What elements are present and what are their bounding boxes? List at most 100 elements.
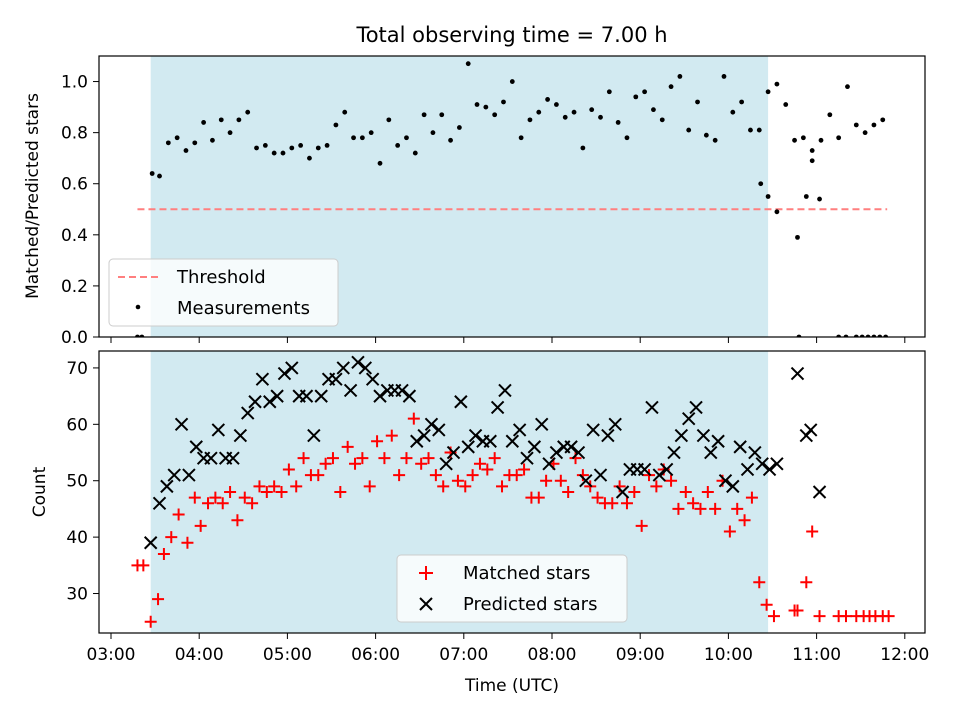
measurement-point (792, 137, 797, 143)
matched-star-point (393, 469, 406, 482)
measurement-point (333, 122, 339, 128)
measurement-point (149, 171, 155, 176)
matched-star-point (591, 491, 604, 504)
measurement-point (359, 135, 365, 141)
matched-star-point (800, 576, 813, 589)
matched-star-point (840, 610, 852, 623)
measurement-point (501, 99, 506, 105)
measurement-point (474, 102, 480, 107)
measurement-point (598, 114, 603, 120)
predicted-star-point (726, 479, 740, 494)
matched-star-point (723, 525, 736, 538)
matched-star-point (753, 576, 766, 589)
legend-predicted-label: Predicted stars (463, 594, 597, 615)
matched-star-point (415, 457, 428, 470)
measurement-point (483, 104, 489, 110)
matched-star-point (334, 486, 347, 498)
measurement-point (368, 130, 374, 136)
measurement-point (800, 135, 806, 141)
y-tick-label: 0.6 (61, 175, 88, 195)
legend-measurements-swatch (135, 304, 141, 310)
measurement-point (536, 109, 542, 115)
measurement-point (589, 107, 595, 113)
matched-star-point (679, 486, 692, 498)
top-y-axis-label: Matched/Predicted stars (23, 93, 43, 299)
measurement-point (695, 99, 700, 105)
measurement-point (862, 130, 868, 136)
measurement-point (448, 137, 453, 143)
y-tick-label: 70 (66, 359, 88, 379)
predicted-star-point (608, 417, 622, 432)
x-axis-label: Time (UTC) (464, 676, 559, 696)
measurement-point (730, 109, 736, 115)
measurement-point (668, 84, 674, 90)
matched-star-point (137, 559, 150, 572)
measurement-point (386, 117, 392, 123)
predicted-star-point (740, 462, 755, 477)
measurement-point (774, 209, 780, 215)
matched-star-point (650, 480, 663, 493)
matched-star-point (400, 452, 413, 465)
matched-star-point (540, 474, 553, 487)
matched-star-point (268, 480, 281, 493)
predicted-star-point (696, 428, 711, 443)
predicted-star-point (395, 383, 409, 398)
measurement-point (545, 97, 550, 102)
measurement-point (307, 155, 312, 161)
measurement-point (809, 158, 815, 164)
measurement-point (342, 109, 348, 115)
matched-star-point (665, 474, 678, 487)
matched-star-point (297, 452, 310, 465)
matched-star-point (466, 469, 479, 482)
predicted-star-point (652, 468, 667, 482)
x-tick-label: 11:00 (792, 645, 841, 665)
predicted-star-point (468, 428, 483, 443)
predicted-star-point (755, 457, 769, 471)
matched-star-point (319, 457, 332, 470)
matched-star-point (518, 463, 531, 476)
y-tick-label: 0.0 (61, 328, 88, 348)
measurement-point (412, 150, 418, 156)
predicted-star-point (255, 372, 270, 386)
predicted-star-point (682, 411, 696, 426)
measurement-point (765, 89, 771, 95)
measurement-point (236, 117, 242, 123)
predicted-star-point (505, 434, 520, 448)
matched-star-point (341, 440, 354, 453)
x-tick-label: 05:00 (263, 645, 312, 665)
measurement-point (836, 135, 842, 141)
measurement-point (818, 137, 824, 143)
predicted-star-point (667, 445, 681, 460)
matched-star-point (231, 514, 244, 527)
measurement-point (845, 84, 850, 90)
measurement-point (210, 137, 215, 143)
y-tick-label: 1.0 (61, 73, 88, 93)
predicted-star-point (549, 445, 564, 460)
matched-star-point (224, 486, 237, 498)
matched-star-point (385, 429, 398, 442)
predicted-star-point (189, 440, 203, 454)
predicted-star-point (579, 474, 593, 488)
x-tick-label: 12:00 (880, 645, 929, 665)
matched-star-point (144, 615, 157, 628)
measurement-point (218, 117, 224, 123)
measurement-point (377, 160, 383, 166)
measurement-point (642, 89, 648, 95)
predicted-star-point (615, 485, 630, 499)
predicted-star-point (645, 400, 659, 415)
matched-star-point (407, 412, 420, 425)
predicted-star-point (762, 462, 777, 477)
bottom-y-axis-label: Count (30, 466, 50, 517)
matched-star-point (481, 463, 494, 476)
predicted-star-point (733, 440, 747, 454)
measurement-point (795, 234, 800, 240)
matched-star-point (371, 435, 384, 448)
measurement-point (562, 114, 568, 120)
predicted-star-point (483, 434, 497, 448)
matched-star-point (188, 491, 201, 504)
predicted-star-point (564, 440, 578, 454)
matched-star-point (253, 480, 266, 493)
measurement-point (827, 112, 833, 118)
x-tick-label: 03:00 (87, 645, 136, 665)
bottom-plot-frame (98, 350, 926, 634)
